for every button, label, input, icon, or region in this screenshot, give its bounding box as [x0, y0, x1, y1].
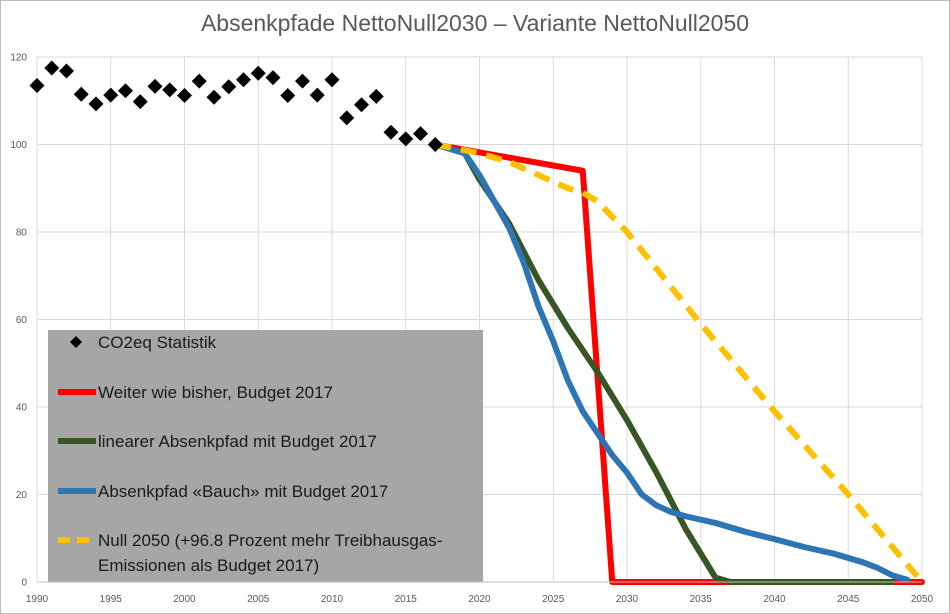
data-point-marker: [29, 77, 45, 93]
series-layer: [29, 60, 925, 585]
x-tick-label: 2005: [247, 594, 270, 605]
x-tick-label: 2040: [763, 594, 786, 605]
x-tick-label: 2030: [616, 594, 639, 605]
x-tick-label: 2015: [395, 594, 418, 605]
data-point-marker: [88, 96, 104, 112]
data-point-marker: [221, 79, 237, 95]
legend-label: linearer Absenkpfad mit Budget 2017: [98, 432, 377, 451]
legend-box: [48, 330, 483, 582]
x-tick-label: 2045: [837, 594, 860, 605]
x-tick-label: 1990: [26, 594, 49, 605]
data-point-marker: [427, 137, 443, 152]
y-tick-label: 40: [16, 403, 28, 414]
y-tick-label: 120: [10, 53, 27, 64]
series-line: [434, 141, 925, 584]
data-point-marker: [147, 78, 163, 94]
series-line: [432, 141, 896, 585]
legend-marker: [70, 336, 82, 348]
y-axis-ticks: 0 20 40 60 80 100 120: [10, 53, 27, 589]
data-point-marker: [59, 63, 74, 79]
data-point-marker: [309, 87, 325, 103]
x-tick-label: 2000: [173, 594, 196, 605]
x-tick-label: 2025: [542, 594, 565, 605]
data-point-marker: [280, 88, 296, 103]
legend-label: Weiter wie bisher, Budget 2017: [98, 383, 333, 402]
data-point-marker: [132, 94, 148, 110]
data-point-marker: [368, 88, 384, 104]
data-point-marker: [236, 72, 251, 88]
data-point-marker: [118, 83, 133, 99]
data-point-marker: [162, 82, 178, 98]
chart-title: Absenkpfade NettoNull2030 – Variante Net…: [200, 10, 750, 36]
y-tick-label: 80: [16, 228, 28, 239]
legend-label: Null 2050 (+96.8 Prozent mehr Treibhausg…: [98, 531, 442, 575]
x-tick-label: 2035: [690, 594, 713, 605]
data-point-marker: [206, 89, 222, 105]
y-tick-label: 20: [16, 490, 28, 501]
y-tick-label: 100: [10, 140, 27, 151]
data-point-marker: [324, 72, 340, 88]
series-line: [432, 141, 911, 583]
x-tick-label: 1995: [100, 594, 123, 605]
legend: CO2eq Statistik Weiter wie bisher, Budget…: [58, 333, 442, 575]
data-point-marker: [191, 73, 207, 89]
data-point-marker: [339, 110, 355, 126]
x-tick-label: 2050: [911, 594, 934, 605]
x-axis-ticks: 1990 1995 2000 2005 2010 2015 2020 2025 2030 2035…: [26, 594, 934, 605]
x-tick-label: 2010: [321, 594, 344, 605]
data-point-marker: [265, 70, 281, 86]
y-tick-label: 0: [21, 578, 27, 589]
y-tick-label: 60: [16, 315, 28, 326]
data-point-marker: [295, 73, 310, 89]
data-point-marker: [44, 60, 60, 76]
data-point-marker: [250, 65, 266, 81]
data-point-marker: [73, 86, 89, 102]
data-point-marker: [413, 126, 428, 142]
legend-label: CO2eq Statistik: [98, 333, 217, 352]
x-tick-label: 2020: [468, 594, 491, 605]
data-point-marker: [354, 97, 369, 113]
data-point-marker: [398, 131, 414, 147]
data-point-marker: [103, 87, 119, 103]
data-point-marker: [383, 124, 399, 140]
legend-label: Absenkpfad «Bauch» mit Budget 2017: [98, 482, 388, 501]
data-point-marker: [177, 88, 192, 103]
